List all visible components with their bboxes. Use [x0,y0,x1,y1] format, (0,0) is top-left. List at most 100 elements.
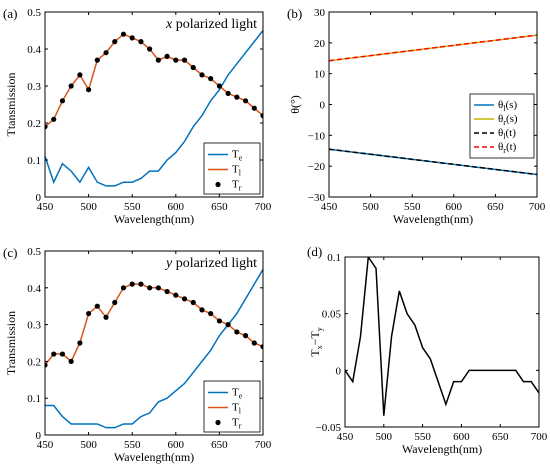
series-2-point-4 [77,340,83,346]
x-tick-label-4: 650 [211,201,228,213]
series-2-point-22 [234,329,240,335]
series-2-point-9 [120,285,127,291]
series-2-point-16 [181,296,188,302]
x-tick-label-0: 450 [37,201,54,213]
y-tick-label-2: −10 [308,130,326,142]
x-tick-label-3: 600 [446,201,463,213]
y-tick-label-5: 0.5 [27,7,41,19]
series-2-point-8 [112,39,118,45]
series-2-point-3 [68,358,74,364]
legend-label-2: θl(t) [498,127,516,141]
series-2-point-15 [173,292,179,298]
y-tick-label-2: 0.2 [27,356,41,368]
series-2-point-21 [225,322,231,328]
y-axis-label: Transmission [4,311,18,375]
y-tick-label-4: 10 [314,69,326,81]
x-tick-label-4: 650 [492,431,509,443]
y-tick-label-1: 0.1 [27,393,41,405]
y-tick-label-3: 0.3 [27,81,41,93]
series-2-point-2 [59,351,66,357]
y-tick-label-1: −20 [308,161,326,173]
series-2-point-9 [120,31,127,37]
y-tick-label-1: 0 [336,365,342,377]
x-tick-label-3: 600 [168,439,185,451]
x-tick-label-5: 700 [255,439,272,451]
y-tick-label-3: 0.1 [327,252,341,264]
series-2-line [329,148,537,176]
series-2-point-15 [173,57,179,63]
y-tick-label-0: −0.05 [316,422,342,434]
plot-area-3 [345,257,539,416]
series-3-line [329,34,537,62]
series-2-point-19 [208,76,214,82]
series-2-point-20 [216,318,222,324]
y-tick-label-0: 0 [36,192,42,204]
series-0-line [345,257,539,416]
legend-label-3: θr(t) [498,141,517,155]
x-tick-label-1: 500 [376,431,393,443]
series-2-point-14 [164,53,170,60]
x-tick-label-5: 700 [255,201,272,213]
x-axis-label: Wavelength(nm) [114,450,194,464]
y-axis-label: Tx−Ty [308,327,324,356]
x-tick-label-1: 500 [80,439,97,451]
x-tick-label-0: 450 [37,439,54,451]
x-tick-label-4: 650 [211,439,228,451]
plot-area-0 [45,30,263,187]
series-2-point-6 [94,57,100,63]
plot-area-1 [329,34,537,176]
panel-label: (b) [287,6,302,21]
legend-marker-2 [215,181,221,188]
series-2-point-7 [103,50,109,56]
y-tick-label-0: −30 [308,192,326,204]
y-tick-label-2: 0.05 [322,309,342,321]
series-2-point-8 [112,299,118,306]
x-tick-label-2: 550 [124,439,141,451]
series-2-point-12 [147,285,153,291]
series-2-point-21 [225,90,231,96]
series-2-point-19 [208,310,214,317]
chart-panel-2: 450 500 550 600 650 700 0 0.1 0.2 0.3 0.4 0.5 Wavele… [3,245,272,464]
x-tick-label-1: 500 [362,201,379,213]
legend-marker-2 [215,419,221,426]
legend-label-2: Tr [232,179,242,193]
series-2-point-17 [190,299,196,306]
series-2-point-20 [216,83,222,89]
series-2-point-11 [138,281,144,287]
plot-annotation: y polarized light [164,256,257,271]
legend-label-2: Tr [232,417,242,431]
legend-label-1: θr(s) [498,113,518,127]
series-2-point-25 [260,344,263,350]
y-axis-label: Ttansmission [4,72,18,136]
axes-box-3 [344,256,540,428]
series-2-point-13 [155,57,161,63]
y-tick-label-6: 30 [314,7,326,19]
panel-label: (a) [3,6,17,21]
series-2-point-4 [77,72,83,78]
legend-box [203,142,261,195]
series-2-point-24 [251,105,257,111]
x-tick-label-2: 550 [404,201,421,213]
plot-area-2 [45,269,263,429]
y-tick-label-0: 0 [36,430,42,442]
series-2-point-2 [59,98,66,104]
legend-box [203,380,261,433]
series-2-point-17 [190,64,196,71]
series-2-point-18 [199,72,205,78]
series-2-point-10 [129,281,135,287]
legend-label-1: Tl [232,164,242,178]
panel-label: (d) [307,244,322,259]
panel-label: (c) [3,245,17,260]
x-axis-label: Wavelength(nm) [402,442,482,456]
legend-label-1: Tl [232,402,242,416]
series-2-point-22 [234,94,240,100]
series-2-point-24 [251,340,257,346]
x-tick-label-0: 450 [321,201,338,213]
legend-label-0: Te [232,387,243,401]
x-tick-label-2: 550 [414,431,431,443]
y-tick-label-5: 0.5 [27,246,41,258]
x-axis-label: Wavelength(nm) [114,212,194,226]
